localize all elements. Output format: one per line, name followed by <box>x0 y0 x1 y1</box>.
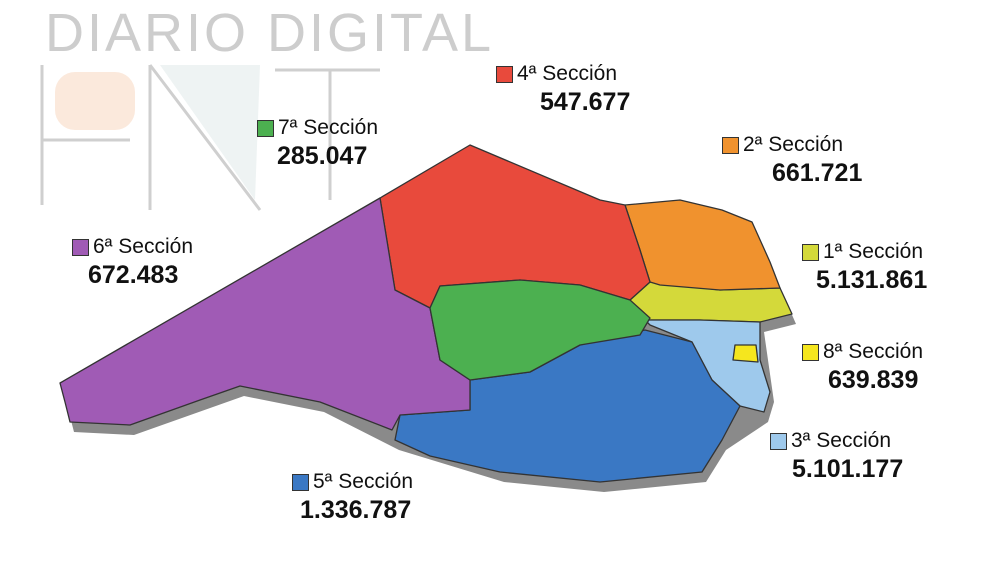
section-value: 661.721 <box>772 159 863 187</box>
label-section-6: 6ª Sección 672.483 <box>72 235 193 290</box>
section-name: 3ª Sección <box>791 429 891 452</box>
section-name: 7ª Sección <box>278 116 378 139</box>
region-section-8 <box>732 344 759 363</box>
label-section-3: 3ª Sección 5.101.177 <box>770 429 903 484</box>
swatch-section-5 <box>292 473 309 491</box>
watermark-logo <box>40 64 380 211</box>
section-value: 5.101.177 <box>792 455 904 483</box>
section-value: 672.483 <box>88 261 179 289</box>
label-section-8: 8ª Sección 639.839 <box>802 340 923 395</box>
swatch-section-2 <box>722 136 739 154</box>
label-section-4: 4ª Sección 547.677 <box>496 62 630 117</box>
swatch-section-3 <box>770 432 787 450</box>
region-section-7 <box>429 279 651 381</box>
region-section-6 <box>59 197 471 431</box>
label-section-5: 5ª Sección 1.336.787 <box>292 470 413 525</box>
swatch-section-1 <box>802 243 819 261</box>
section-name: 4ª Sección <box>517 62 617 85</box>
swatch-section-7 <box>257 119 274 137</box>
label-section-2: 2ª Sección 661.721 <box>722 133 862 188</box>
section-name: 2ª Sección <box>743 133 843 156</box>
section-name: 1ª Sección <box>823 240 923 263</box>
label-section-7: 7ª Sección 285.047 <box>257 116 378 171</box>
section-value: 285.047 <box>277 142 368 170</box>
section-name: 8ª Sección <box>823 340 923 363</box>
swatch-section-6 <box>72 238 89 256</box>
section-value: 1.336.787 <box>300 496 412 524</box>
region-section-3 <box>644 319 771 413</box>
section-value: 5.131.861 <box>816 266 928 294</box>
section-name: 6ª Sección <box>93 235 193 258</box>
swatch-section-4 <box>496 65 513 83</box>
section-value: 639.839 <box>828 366 919 394</box>
watermark-text: DIARIO DIGITAL <box>45 3 495 63</box>
label-section-1: 1ª Sección 5.131.861 <box>802 240 927 295</box>
swatch-section-8 <box>802 343 819 361</box>
section-value: 547.677 <box>540 88 631 116</box>
section-name: 5ª Sección <box>313 470 413 493</box>
